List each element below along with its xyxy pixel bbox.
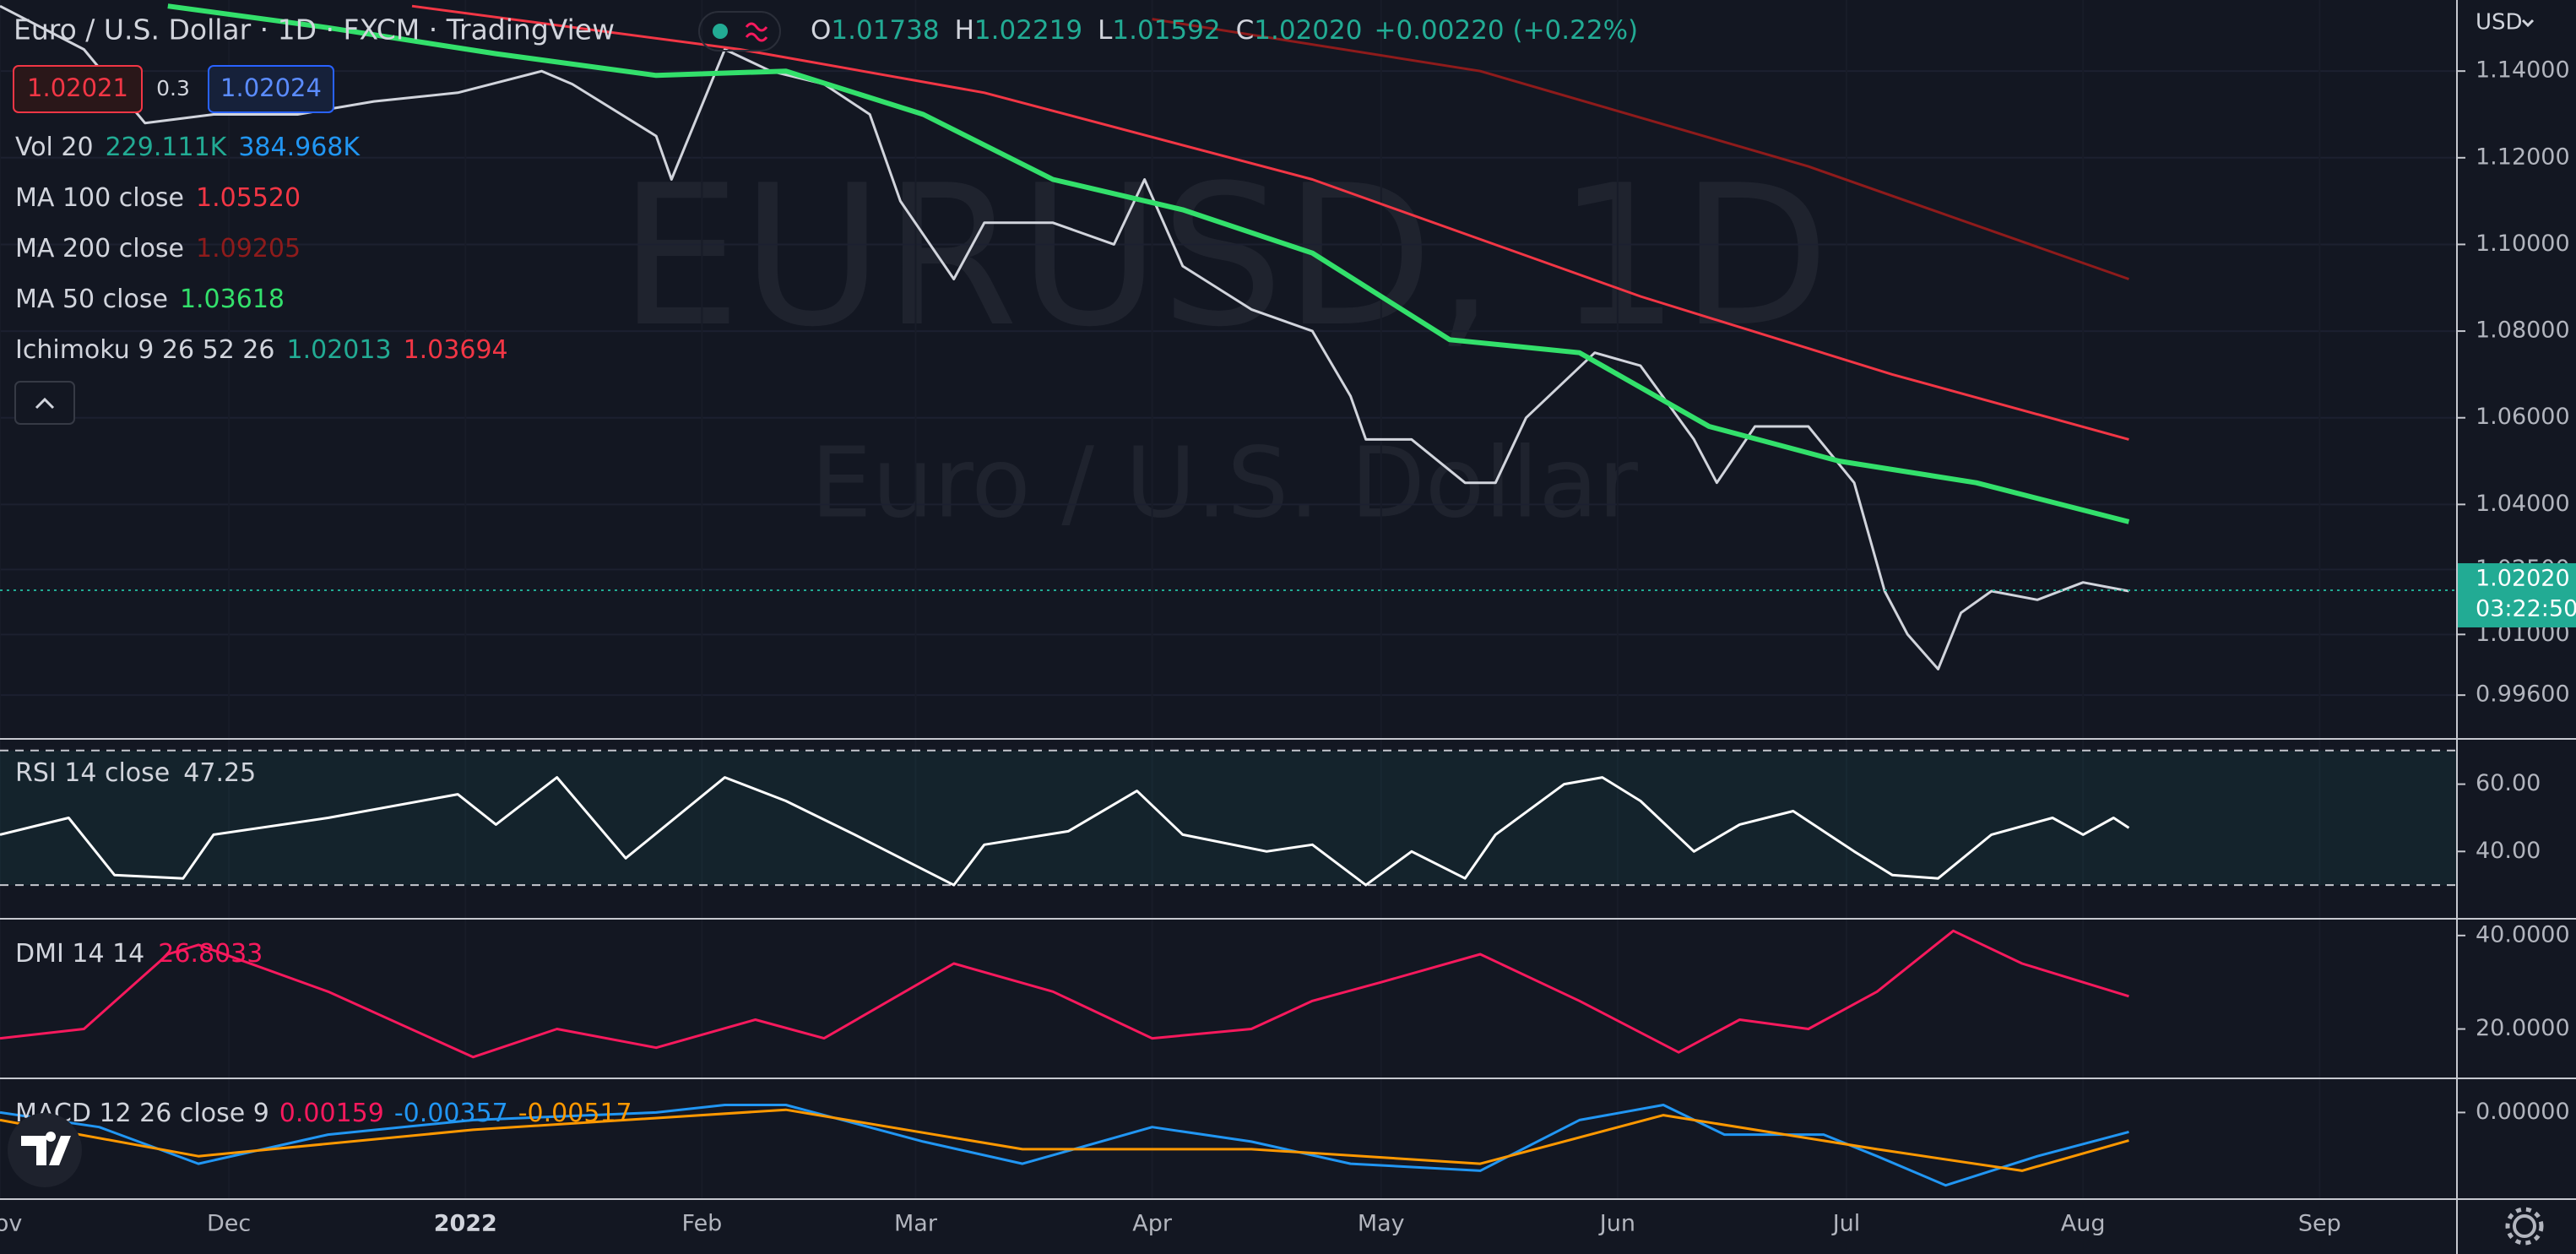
currency[interactable]: USD (2476, 10, 2523, 35)
ohlc-value: 1.02219 (974, 15, 1082, 46)
ohlc-key: O (811, 15, 831, 46)
series-line (411, 4, 2129, 441)
series-line (167, 3, 2130, 524)
y-tick-label: 60.00 (2476, 770, 2541, 796)
rsi-band (0, 750, 2457, 886)
indicator-legend: Ichimoku 9 26 52 26 1.02013 1.03694 (15, 335, 508, 365)
status-dot (713, 24, 728, 39)
x-tick-label: Aug (2061, 1211, 2106, 1237)
y-tick-label: 40.0000 (2476, 921, 2570, 947)
pane-value: 26.8033 (158, 939, 263, 969)
x-tick-label: Nov (0, 1211, 22, 1237)
sell-button[interactable] (13, 65, 143, 113)
x-tick-label: Jul (1831, 1211, 1861, 1237)
indicator-legend: MA 200 close 1.09205 (15, 234, 301, 263)
indicator-name: Vol 20 (15, 133, 94, 162)
button-frame[interactable] (14, 381, 75, 425)
sell-price[interactable]: 1.02021 (27, 73, 128, 102)
ohlc-value: 1.02020 (1254, 15, 1362, 46)
indicator-name: Ichimoku 9 26 52 26 (15, 335, 275, 365)
ohlc-key: C (1236, 15, 1255, 46)
y-tick-label: 40.00 (2476, 838, 2541, 864)
pane-value: -0.00517 (518, 1099, 632, 1128)
spread: 0.3 (156, 76, 190, 100)
pane-legend: RSI 14 close 47.25 (15, 758, 256, 788)
gear-teeth (2505, 1207, 2544, 1246)
x-tick-label: Feb (682, 1211, 723, 1237)
pane-title: DMI 14 14 (15, 939, 144, 969)
watermark-name: Euro / U.S. Dollar (811, 427, 1639, 540)
tradingview-logo[interactable] (8, 1113, 82, 1187)
indicator-name: MA 50 close (15, 285, 168, 314)
last-price-tag (2457, 562, 2576, 627)
indicator-value: 384.968K (238, 133, 361, 162)
indicator-value: 1.09205 (196, 234, 301, 263)
last-price-label: 1.02020 (2476, 565, 2570, 591)
pane-value: 0.00159 (279, 1099, 384, 1128)
x-tick-label: 2022 (434, 1211, 497, 1237)
x-tick-label: Jun (1598, 1211, 1635, 1237)
watermark-symbol: EURUSD, 1D (619, 144, 1830, 370)
x-tick-label: Mar (894, 1211, 938, 1237)
x-tick-label: May (1358, 1211, 1405, 1237)
y-tick-label: 1.06000 (2476, 404, 2570, 430)
series-line (0, 4, 2129, 670)
y-tick-label: 1.14000 (2476, 57, 2570, 84)
indicator-value: 1.02013 (287, 335, 392, 365)
currency-menu[interactable]: USD (2476, 10, 2535, 35)
status-pill (698, 11, 781, 52)
buy-button[interactable] (208, 65, 334, 113)
status-wave (745, 22, 768, 42)
pane-value: -0.00357 (394, 1099, 508, 1128)
logo-mark (21, 1132, 71, 1165)
pane-title: RSI 14 close (15, 758, 170, 788)
change: +0.00220 (+0.22%) (1374, 15, 1638, 46)
ohlc: O1.01738 H1.02219 L1.01592 C1.02020 +0.00220… (811, 15, 1638, 46)
series-line (0, 929, 2129, 1059)
settings-button[interactable] (2505, 1207, 2544, 1246)
y-tick-label: 1.04000 (2476, 491, 2570, 517)
indicator-name: MA 200 close (15, 234, 184, 263)
y-tick-label: 1.10000 (2476, 231, 2570, 257)
series-line (1152, 18, 2129, 280)
y-tick-label: 20.0000 (2476, 1015, 2570, 1041)
buy-price[interactable]: 1.02024 (220, 73, 322, 102)
x-tick-label: Apr (1132, 1211, 1173, 1237)
indicator-value: 1.03618 (180, 285, 285, 314)
y-tick-label: 1.12000 (2476, 144, 2570, 170)
collapse-button[interactable] (14, 381, 75, 425)
indicator-value: 229.111K (106, 133, 228, 162)
ohlc-value: 1.01738 (831, 15, 939, 46)
indicator-value: 1.03694 (404, 335, 508, 365)
chevron (2521, 19, 2535, 28)
indicator-legend: MA 50 close 1.03618 (15, 285, 285, 314)
series-line (0, 776, 2130, 887)
countdown: 03:22:50 (2476, 595, 2576, 622)
indicator-legend: MA 100 close 1.05520 (15, 183, 301, 213)
y-tick-label: 1.08000 (2476, 318, 2570, 344)
pane-legend: DMI 14 14 26.8033 (15, 939, 263, 969)
ohlc-key: H (955, 15, 974, 46)
pane-value: 47.25 (183, 758, 256, 788)
x-tick-label: Sep (2298, 1211, 2341, 1237)
indicator-value: 1.05520 (196, 183, 301, 213)
indicator-name: MA 100 close (15, 183, 184, 213)
gear[interactable] (2513, 1214, 2536, 1238)
y-tick-label: 0.99600 (2476, 681, 2570, 708)
ohlc-key: L (1098, 15, 1113, 46)
chart-title: Euro / U.S. Dollar · 1D · FXCM · Trading… (14, 14, 615, 46)
legend: Euro / U.S. Dollar · 1D · FXCM · Trading… (13, 11, 1638, 1128)
chevron-up (35, 397, 55, 410)
x-tick-label: Dec (207, 1211, 251, 1237)
series-line (0, 1108, 2129, 1172)
indicator-legend: Vol 20 229.111K 384.968K (15, 133, 361, 162)
ohlc-value: 1.01592 (1112, 15, 1220, 46)
watermark: EURUSD, 1D Euro / U.S. Dollar (619, 144, 1830, 540)
y-tick-label: 0.00000 (2476, 1099, 2570, 1125)
pane-legend: MACD 12 26 close 9 0.00159 -0.00357 -0.0051… (15, 1099, 632, 1128)
